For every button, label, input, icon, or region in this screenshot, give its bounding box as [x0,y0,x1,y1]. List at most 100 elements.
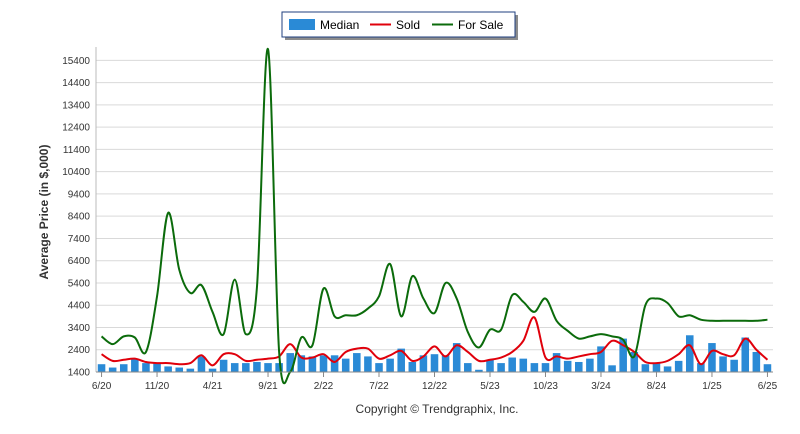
median-bar [674,360,683,372]
median-bar [586,358,594,372]
legend-label-sold: Sold [396,18,420,32]
median-bar [497,363,505,372]
y-tick-label: 4400 [68,301,91,312]
median-bar [597,346,605,372]
y-tick-label: 15400 [62,56,90,67]
median-bar [641,364,650,372]
median-bar [663,366,672,372]
median-bar [242,363,250,372]
y-tick-label: 9400 [68,189,91,200]
median-bar [275,363,283,372]
median-bar [341,358,350,372]
x-tick-label: 6/25 [758,381,778,392]
x-tick-label: 6/20 [92,381,112,392]
y-tick-label: 7400 [68,234,91,245]
median-bar [475,369,483,372]
median-bar [630,351,639,372]
median-bar [386,358,394,372]
y-tick-label: 11400 [63,145,91,156]
median-bar [408,361,417,372]
median-bar [419,355,428,372]
x-tick-label: 9/21 [258,381,278,392]
median-bar [208,368,217,372]
median-bar [452,343,461,372]
y-tick-label: 6400 [68,256,91,267]
median-bar [131,358,139,372]
median-bar [619,338,627,372]
copyright-credit: Copyright © Trendgraphix, Inc. [356,402,519,416]
y-tick-label: 1400 [68,368,91,379]
median-bar [364,356,372,372]
median-bar [175,367,184,372]
x-tick-label: 11/20 [145,381,170,392]
median-bar [685,335,694,372]
median-bar [575,361,583,372]
x-tick-label: 10/23 [533,381,558,392]
median-bar [486,359,494,372]
median-bar [519,358,528,372]
y-tick-label: 2400 [68,345,91,356]
y-tick-label: 12400 [62,123,90,134]
median-bar [719,356,727,372]
x-tick-label: 1/25 [702,381,722,392]
legend-label-median: Median [320,18,359,32]
median-bar [508,357,516,372]
median-bar [563,360,572,372]
median-bar [219,359,228,372]
x-tick-labels: 6/20 11/20 4/21 9/21 2/22 7/22 12/22 5/23 10/23 3… [92,372,778,392]
x-tick-label: 8/24 [647,381,667,392]
median-bar [541,363,550,372]
x-tick-label: 7/22 [369,381,389,392]
y-tick-label: 5400 [68,278,91,289]
median-bar [319,355,328,372]
median-bar [164,366,172,372]
legend-swatch-median [289,19,315,30]
median-bar [253,361,261,372]
median-bar [230,363,239,372]
median-bar [108,367,117,372]
median-bar [752,351,761,372]
series-lines [100,48,769,385]
median-bar [97,364,106,372]
median-bar [142,363,150,372]
for-sale-line [100,48,768,385]
x-tick-label: 4/21 [203,381,223,392]
median-bars [97,335,772,372]
median-bar [119,364,128,372]
median-bar [652,363,661,372]
median-bar [441,355,450,372]
y-tick-label: 10400 [62,167,90,178]
legend-box [281,11,516,38]
median-bar [730,359,738,372]
y-tick-label: 3400 [68,323,91,334]
median-bar [286,353,294,372]
median-bar [330,355,339,372]
median-bar [397,348,405,372]
y-tick-labels: 1400 2400 3400 4400 5400 6400 7400 8400 9400 1040… [62,56,90,379]
x-tick-label: 12/22 [422,381,447,392]
median-bar [464,363,472,372]
x-tick-label: 5/23 [480,381,500,392]
median-bar [353,353,361,372]
x-tick-label: 3/24 [591,381,611,392]
y-tick-label: 8400 [68,212,91,223]
median-bar [741,337,750,372]
sold-line [101,316,769,367]
y-tick-label: 13400 [62,100,90,111]
median-bar [375,363,383,372]
median-bar [153,363,161,372]
median-bar [608,365,616,372]
median-bar [430,354,439,372]
gridlines [96,59,773,373]
x-tick-label: 2/22 [314,381,334,392]
median-bar [763,364,772,372]
legend-label-for-sale: For Sale [458,18,504,32]
median-bar [197,356,206,372]
y-axis-title: Average Price (in $,000) [37,145,51,280]
median-bar [308,356,317,372]
median-bar [264,363,272,372]
y-tick-label: 14400 [62,78,90,89]
median-bar [708,343,716,372]
median-bar [530,363,539,372]
